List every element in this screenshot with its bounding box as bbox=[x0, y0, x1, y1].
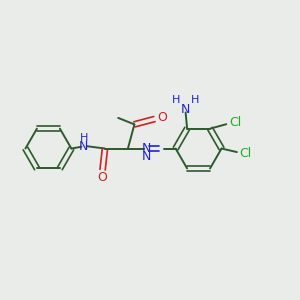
Text: H: H bbox=[172, 95, 180, 105]
Text: O: O bbox=[157, 111, 167, 124]
Text: H: H bbox=[191, 95, 199, 105]
Text: N: N bbox=[181, 103, 190, 116]
Text: H: H bbox=[80, 133, 88, 143]
Text: Cl: Cl bbox=[229, 116, 241, 129]
Text: N: N bbox=[79, 140, 88, 153]
Text: N: N bbox=[142, 142, 151, 155]
Text: O: O bbox=[98, 172, 107, 184]
Text: N: N bbox=[142, 150, 151, 163]
Text: Cl: Cl bbox=[240, 147, 252, 160]
